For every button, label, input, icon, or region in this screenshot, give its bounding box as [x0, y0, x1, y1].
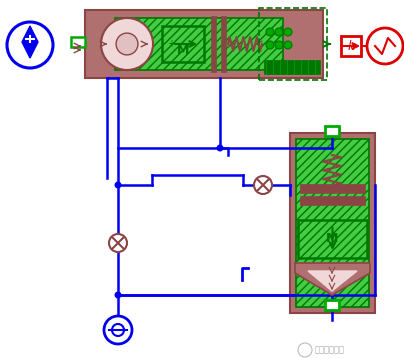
Circle shape [275, 41, 283, 49]
Bar [296, 139, 369, 307]
Polygon shape [22, 26, 38, 58]
Bar [290, 133, 375, 313]
Text: 中国机械杂志: 中国机械杂志 [315, 345, 345, 354]
Bar [259, 8, 327, 80]
Circle shape [217, 145, 223, 151]
Circle shape [284, 41, 292, 49]
Bar [221, 16, 226, 72]
Bar [162, 26, 204, 62]
Circle shape [367, 28, 403, 64]
Bar [300, 196, 365, 205]
Text: M: M [177, 45, 189, 57]
Bar [341, 36, 361, 56]
Polygon shape [295, 263, 370, 295]
Circle shape [266, 28, 274, 36]
Bar [298, 220, 367, 258]
Bar [300, 184, 365, 193]
Circle shape [275, 28, 283, 36]
Circle shape [266, 41, 274, 49]
Bar [325, 126, 339, 136]
Text: M: M [326, 233, 339, 246]
Circle shape [254, 176, 272, 194]
Circle shape [284, 28, 292, 36]
Circle shape [116, 33, 138, 55]
Circle shape [101, 18, 153, 70]
Bar [85, 10, 323, 78]
Circle shape [112, 324, 124, 336]
Text: +: + [167, 39, 175, 49]
Bar [115, 18, 283, 70]
Circle shape [114, 182, 122, 188]
Bar [71, 37, 85, 47]
Circle shape [109, 234, 127, 252]
Circle shape [114, 292, 122, 298]
Bar [325, 300, 339, 310]
Bar [211, 16, 216, 72]
Polygon shape [308, 271, 357, 291]
Bar [264, 60, 320, 74]
Circle shape [104, 316, 132, 344]
Text: k: k [347, 39, 355, 52]
